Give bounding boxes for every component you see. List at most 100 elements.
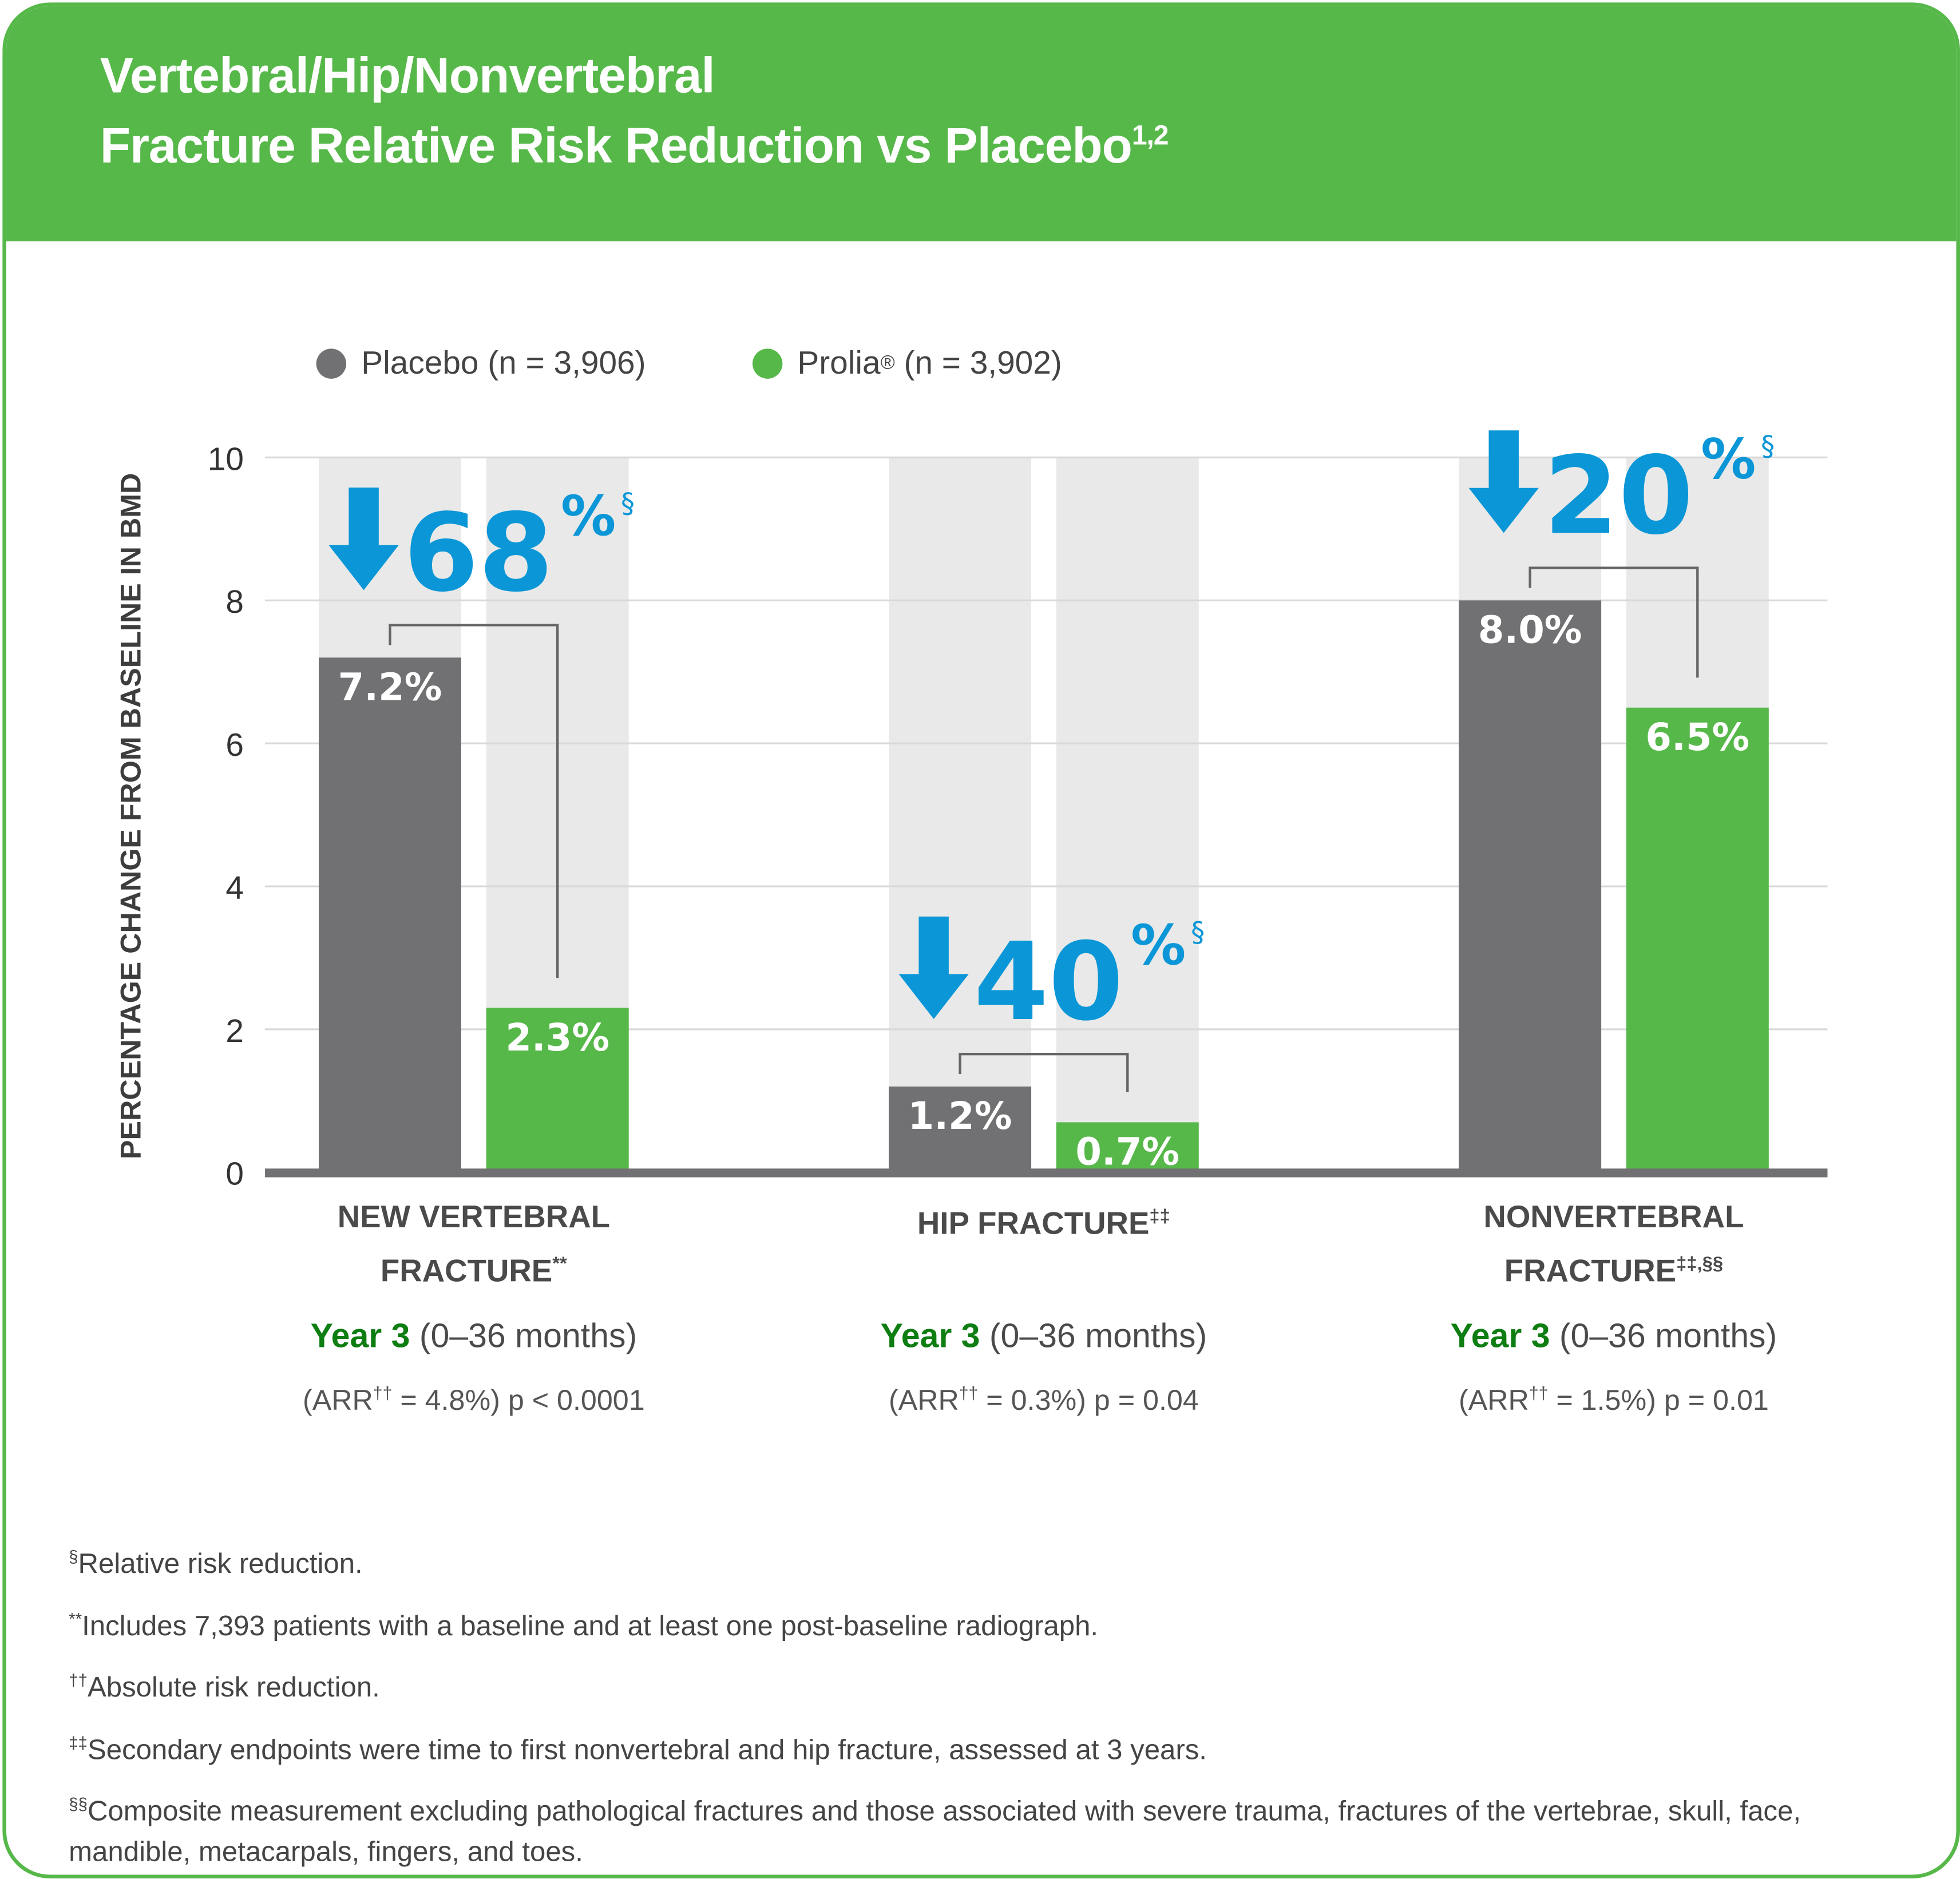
relative-risk-reduction: 68	[404, 491, 553, 616]
comparison-bracket	[389, 624, 559, 978]
title-line-2: Fracture Relative Risk Reduction vs Plac…	[100, 119, 1169, 175]
y-tick-label: 8	[225, 584, 244, 620]
y-tick-label: 10	[208, 441, 244, 477]
text-part: ††	[959, 1384, 979, 1404]
text-part: = 1.5%)	[1556, 1384, 1656, 1417]
arr-p-value: (ARR†† = 4.8%) p < 0.0001	[302, 1384, 645, 1417]
footnote: §Relative risk reduction.	[69, 1537, 1894, 1584]
down-arrow-icon	[1468, 430, 1539, 533]
prolia-swatch	[752, 348, 783, 378]
text-part: = 4.8%)	[400, 1384, 500, 1417]
text-part: ARR	[898, 1384, 959, 1417]
arr-p-value: (ARR†† = 0.3%) p = 0.04	[888, 1384, 1199, 1417]
text-part: §§	[69, 1794, 88, 1814]
text-part: ‡‡	[69, 1733, 88, 1752]
prolia-bar	[1626, 707, 1769, 1172]
x-axis-line	[265, 1168, 1828, 1178]
bar-value-label: 7.2%	[338, 666, 442, 709]
bar-value-label: 6.5%	[1645, 716, 1749, 759]
text-part: p < 0.0001	[508, 1384, 645, 1417]
text-part: FRACTURE	[1504, 1254, 1677, 1289]
title-text: Fracture Relative Risk Reduction vs Plac…	[100, 118, 1133, 174]
text-part: p = 0.04	[1094, 1384, 1199, 1417]
y-tick-label: 4	[225, 870, 244, 906]
category-label: NONVERTEBRAL FRACTURE‡‡,§§ Year 3 (0–36 m…	[1351, 1194, 1876, 1418]
timeframe: Year 3 (0–36 months)	[1351, 1318, 1876, 1357]
header-banner: Vertebral/Hip/Nonvertebral Fracture Rela…	[6, 6, 1957, 241]
text-part: (0–36 months)	[989, 1317, 1207, 1355]
prolia-bar	[1056, 1122, 1199, 1172]
rrr-percent-sign: %	[1701, 427, 1756, 491]
timeframe: Year 3 (0–36 months)	[781, 1318, 1306, 1357]
text-part: ARR	[1468, 1384, 1529, 1417]
text-part: (0–36 months)	[419, 1317, 638, 1355]
text-part: **	[552, 1253, 567, 1275]
text-part: ††	[1529, 1384, 1549, 1404]
comparison-bracket	[1529, 566, 1699, 678]
prolia-bar	[486, 1008, 629, 1172]
placebo-bar	[1459, 600, 1602, 1172]
placebo-bar	[889, 1086, 1032, 1172]
category-name: HIP FRACTURE‡‡	[781, 1194, 1306, 1248]
category-name: NONVERTEBRAL FRACTURE‡‡,§§	[1351, 1194, 1876, 1295]
text-part: FRACTURE	[380, 1254, 553, 1289]
timeframe: Year 3 (0–36 months)	[211, 1318, 736, 1357]
rrr-footnote-mark: §	[1761, 430, 1775, 462]
rrr-percent-sign: %	[1131, 913, 1186, 977]
rrr-footnote-mark: §	[1191, 917, 1205, 949]
text-part: Year 3	[880, 1317, 980, 1355]
arr-p-value: (ARR†† = 1.5%) p = 0.01	[1459, 1384, 1769, 1417]
placebo-swatch	[316, 348, 347, 378]
text-part: (0–36 months)	[1559, 1317, 1777, 1355]
title-reference: 1,2	[1131, 119, 1169, 151]
bar-value-label: 2.3%	[505, 1016, 609, 1060]
bar-value-label: 0.7%	[1075, 1131, 1179, 1174]
footnotes: §Relative risk reduction. **Includes 7,39…	[69, 1537, 1894, 1875]
rrr-footnote-mark: §	[621, 487, 635, 520]
text-part: Absolute risk reduction.	[87, 1671, 380, 1703]
legend-prolia: Prolia ® (n = 3,902)	[752, 343, 1062, 383]
text-part: Composite measurement excluding patholog…	[69, 1795, 1801, 1867]
down-arrow-icon	[328, 487, 399, 590]
text-part: NEW VERTEBRAL	[337, 1199, 611, 1235]
text-part: ††	[373, 1384, 393, 1404]
text-part: ‡‡,§§	[1676, 1253, 1724, 1275]
relative-risk-reduction: 40	[974, 920, 1123, 1045]
category-label: HIP FRACTURE‡‡ Year 3 (0–36 months) (ARR…	[781, 1194, 1306, 1418]
text-part: = 0.3%)	[986, 1384, 1086, 1417]
category-name: NEW VERTEBRAL FRACTURE**	[211, 1194, 736, 1295]
footnote: §§Composite measurement excluding pathol…	[69, 1785, 1894, 1872]
legend-placebo: Placebo (n = 3,906)	[316, 344, 646, 383]
legend-placebo-label: Placebo (n = 3,906)	[361, 343, 646, 382]
text-part: **	[69, 1609, 82, 1628]
text-part: ‡‡	[1149, 1206, 1170, 1227]
footnote: ‡‡Secondary endpoints were time to first…	[69, 1723, 1894, 1770]
legend-prolia-n: (n = 3,902)	[904, 343, 1062, 382]
text-part: Year 3	[310, 1317, 410, 1355]
y-tick-label: 2	[225, 1013, 244, 1049]
text-part: §	[69, 1547, 78, 1566]
footnote: ††Absolute risk reduction.	[69, 1661, 1894, 1708]
text-part: NONVERTEBRAL	[1483, 1199, 1744, 1235]
y-tick-label: 6	[225, 727, 244, 763]
bar-value-label: 8.0%	[1478, 609, 1582, 652]
text-part: ARR	[312, 1384, 373, 1417]
text-part: Secondary endpoints were time to first n…	[87, 1733, 1207, 1765]
bar-value-label: 1.2%	[908, 1095, 1012, 1138]
registered-mark: ®	[880, 351, 895, 374]
text-part: HIP FRACTURE	[917, 1206, 1150, 1242]
text-part: ††	[69, 1671, 88, 1690]
comparison-bracket	[959, 1052, 1129, 1092]
relative-risk-reduction: 20	[1544, 434, 1693, 558]
title-line-1: Vertebral/Hip/Nonvertebral	[100, 49, 715, 104]
rrr-percent-sign: %	[561, 484, 616, 548]
text-part: p = 0.01	[1664, 1384, 1769, 1417]
category-label: NEW VERTEBRAL FRACTURE** Year 3 (0–36 mon…	[211, 1194, 736, 1418]
footnote: **Includes 7,393 patients with a baselin…	[69, 1599, 1894, 1646]
text-part: Includes 7,393 patients with a baseline …	[82, 1610, 1099, 1641]
legend-prolia-label: Prolia	[797, 343, 881, 382]
text-part: Year 3	[1450, 1317, 1550, 1355]
placebo-bar	[318, 657, 462, 1172]
